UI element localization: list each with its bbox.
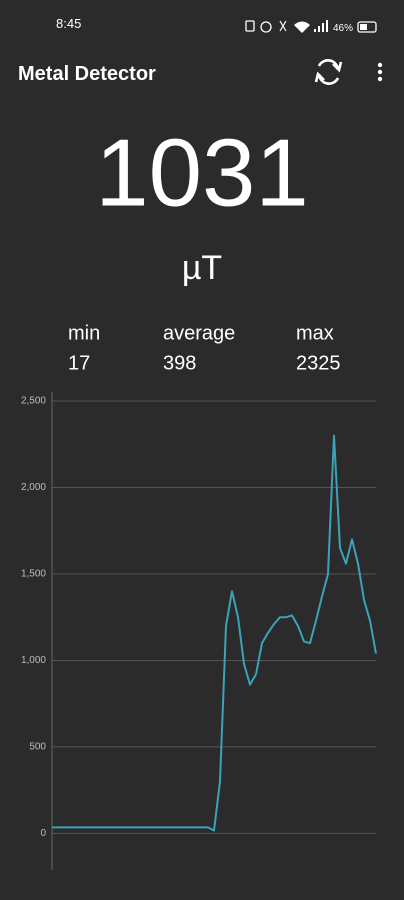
- stat-label: average: [163, 322, 235, 344]
- y-tick-label: 2,500: [21, 396, 46, 407]
- y-tick-label: 500: [29, 742, 46, 753]
- status-time: 8:45: [56, 16, 81, 31]
- app-title: Metal Detector: [18, 63, 156, 85]
- y-tick-label: 2,000: [21, 482, 46, 493]
- stat-value: 17: [68, 352, 90, 374]
- stat-label: max: [296, 322, 334, 344]
- stat-label: min: [68, 322, 100, 344]
- data-line: [52, 434, 377, 832]
- status-icons: [245, 20, 377, 33]
- status-battery: 46%: [333, 23, 353, 34]
- overflow-menu[interactable]: [377, 62, 383, 82]
- y-tick-label: 1,000: [21, 655, 46, 666]
- reading-value: 1031: [95, 119, 309, 226]
- stat-value: 398: [163, 352, 196, 374]
- y-tick-label: 0: [40, 828, 46, 839]
- y-tick-label: 1,500: [21, 569, 46, 580]
- reading-unit: µT: [182, 249, 222, 287]
- stat-value: 2325: [296, 352, 341, 374]
- refresh-button[interactable]: [314, 59, 343, 85]
